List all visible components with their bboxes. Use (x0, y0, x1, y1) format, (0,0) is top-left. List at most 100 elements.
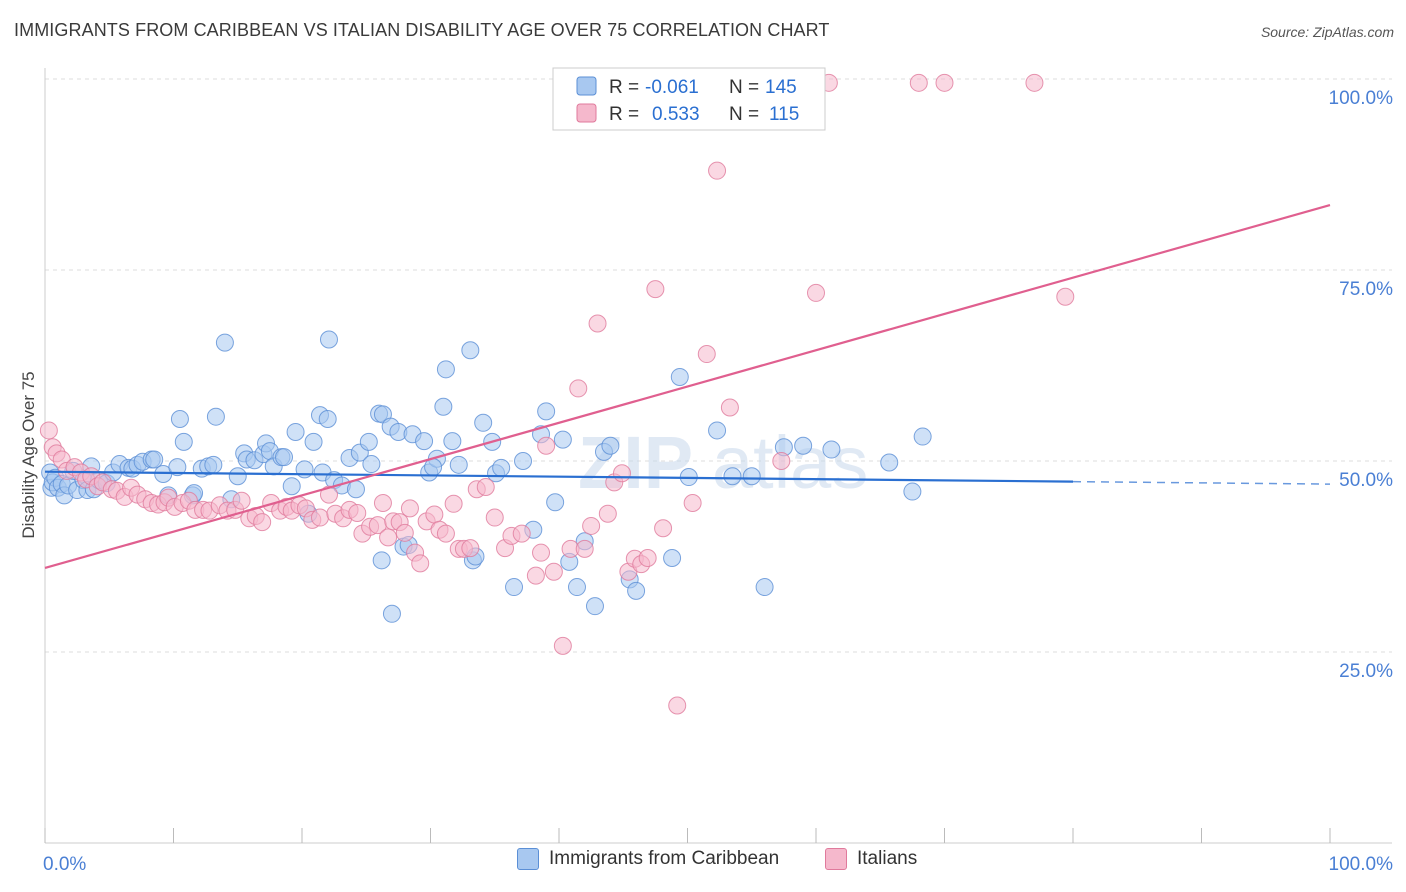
italians-point (310, 508, 329, 527)
caribbean-point (627, 581, 646, 600)
legend-label-caribbean: Immigrants from Caribbean (549, 848, 780, 869)
italians-point (575, 539, 594, 558)
caribbean-point (553, 430, 572, 449)
italians-point (512, 524, 531, 543)
caribbean-point (434, 397, 453, 416)
italians-point (720, 398, 739, 417)
italians-point (544, 562, 563, 581)
caribbean-point (362, 455, 381, 474)
correlation-legend: R = -0.061 N = 145 R = 0.533 N = 115 (552, 67, 826, 131)
chart-title: IMMIGRANTS FROM CARIBBEAN VS ITALIAN DIS… (14, 20, 830, 40)
legend-swatch-blue (576, 76, 597, 96)
caribbean-point (215, 333, 234, 352)
italians-point (569, 379, 588, 398)
caribbean-point (742, 467, 761, 486)
italians-point (588, 314, 607, 333)
italians-point (253, 513, 272, 532)
caribbean-point (359, 432, 378, 451)
caribbean-point (145, 450, 164, 469)
legend-n-label-1: N = (729, 77, 759, 98)
caribbean-point (228, 467, 247, 486)
x-tick-label-min: 0.0% (43, 854, 86, 875)
legend-n-label-2: N = (729, 104, 759, 125)
y-tick-labels: 25.0% 50.0% 75.0% 100.0% (1329, 88, 1394, 682)
caribbean-point (546, 493, 565, 512)
caribbean-point (880, 453, 899, 472)
caribbean-point (505, 578, 524, 597)
caribbean-point (474, 413, 493, 432)
italians-point (638, 549, 657, 568)
italians-point (909, 73, 928, 92)
caribbean-point (794, 436, 813, 455)
y-tick-label-50: 50.0% (1339, 470, 1393, 491)
italians-point (461, 539, 480, 558)
italians-point (485, 508, 504, 527)
caribbean-point (372, 551, 391, 570)
series-caribbean-points (41, 330, 932, 623)
caribbean-point (282, 477, 301, 496)
caribbean-point (670, 367, 689, 386)
italians-point (553, 636, 572, 655)
italians-point (598, 504, 617, 523)
italians-point (532, 543, 551, 562)
caribbean-point (903, 482, 922, 501)
caribbean-point (537, 402, 556, 421)
caribbean-point (514, 452, 533, 470)
legend-label-italians: Italians (857, 848, 918, 869)
legend-n-value-2: 115 (769, 104, 799, 125)
tick-labels: 25.0% 50.0% 75.0% 100.0% 0.0% 100.0% (43, 88, 1393, 875)
italians-point (1025, 73, 1044, 92)
caribbean-point (206, 407, 225, 426)
italians-point (612, 464, 631, 483)
legend-r-value-1: -0.061 (645, 77, 699, 98)
caribbean-point (461, 341, 480, 360)
italians-point (654, 519, 673, 538)
trend-line-caribbean (44, 470, 1074, 483)
italians-point (708, 161, 727, 180)
source-attribution: Source: ZipAtlas.com (1260, 24, 1394, 40)
y-axis-label: Disability Age Over 75 (19, 371, 38, 538)
caribbean-point (567, 578, 586, 597)
caribbean-point (585, 597, 604, 616)
trend-line-caribbean-extension (1072, 480, 1331, 485)
y-tick-label-100: 100.0% (1329, 88, 1394, 109)
italians-point (444, 494, 463, 513)
caribbean-point (168, 458, 187, 477)
caribbean-point (443, 432, 462, 451)
legend-item-caribbean: Immigrants from Caribbean (517, 848, 779, 870)
caribbean-point (492, 458, 511, 477)
italians-point (411, 554, 430, 573)
italians-point (476, 477, 495, 496)
caribbean-point (449, 455, 468, 474)
caribbean-point (204, 455, 223, 474)
italians-point (425, 505, 444, 524)
italians-point (395, 523, 414, 542)
legend-r-label-2: R = (609, 104, 639, 125)
axes (44, 68, 1392, 844)
italians-point (582, 516, 601, 535)
caribbean-point (415, 432, 434, 451)
italians-point (697, 345, 716, 364)
italians-point (526, 566, 545, 585)
italians-point (807, 283, 825, 302)
legend-item-italians: Italians (825, 848, 917, 870)
caribbean-point (601, 436, 620, 455)
italians-point (646, 280, 665, 299)
caribbean-point (663, 549, 682, 568)
italians-point (39, 421, 58, 440)
x-tick-label-max: 100.0% (1329, 854, 1394, 875)
y-tick-label-25: 25.0% (1339, 661, 1393, 682)
caribbean-point (822, 440, 841, 459)
caribbean-point (723, 467, 742, 486)
caribbean-point (755, 578, 774, 597)
legend-swatch-italians (825, 848, 847, 870)
caribbean-point (170, 409, 189, 428)
legend-r-value-2: 0.533 (652, 104, 700, 125)
legend-r-label-1: R = (609, 77, 639, 98)
trend-line-italians (44, 204, 1331, 570)
italians-point (373, 494, 392, 513)
caribbean-point (708, 421, 727, 440)
italians-point (935, 73, 954, 92)
caribbean-point (319, 330, 338, 349)
